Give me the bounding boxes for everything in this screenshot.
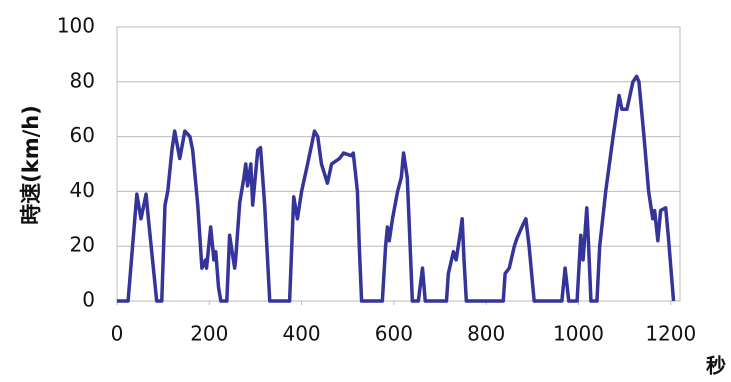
y-tick-label: 60: [70, 123, 95, 147]
x-tick-label: 800: [467, 322, 505, 346]
y-tick-label: 20: [70, 233, 95, 257]
x-tick-label: 1200: [645, 322, 696, 346]
x-tick-label: 200: [190, 322, 228, 346]
speed-line: [117, 74, 676, 303]
y-tick-label: 0: [82, 288, 95, 312]
y-tick-label: 40: [70, 178, 95, 202]
x-tick-label: 400: [282, 322, 320, 346]
y-tick-label: 80: [70, 68, 95, 92]
x-tick-label: 1000: [553, 322, 604, 346]
x-tick-label: 0: [111, 322, 124, 346]
x-tick-label: 600: [375, 322, 413, 346]
y-axis-label: 時速(km/h): [19, 105, 43, 225]
y-tick-label: 100: [57, 14, 95, 38]
x-axis-label: 秒: [706, 354, 726, 378]
